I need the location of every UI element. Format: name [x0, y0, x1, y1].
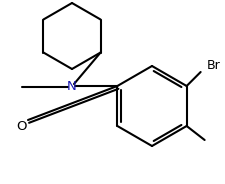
Text: N: N — [67, 80, 77, 93]
Text: Br: Br — [206, 59, 219, 72]
Text: O: O — [17, 119, 27, 132]
